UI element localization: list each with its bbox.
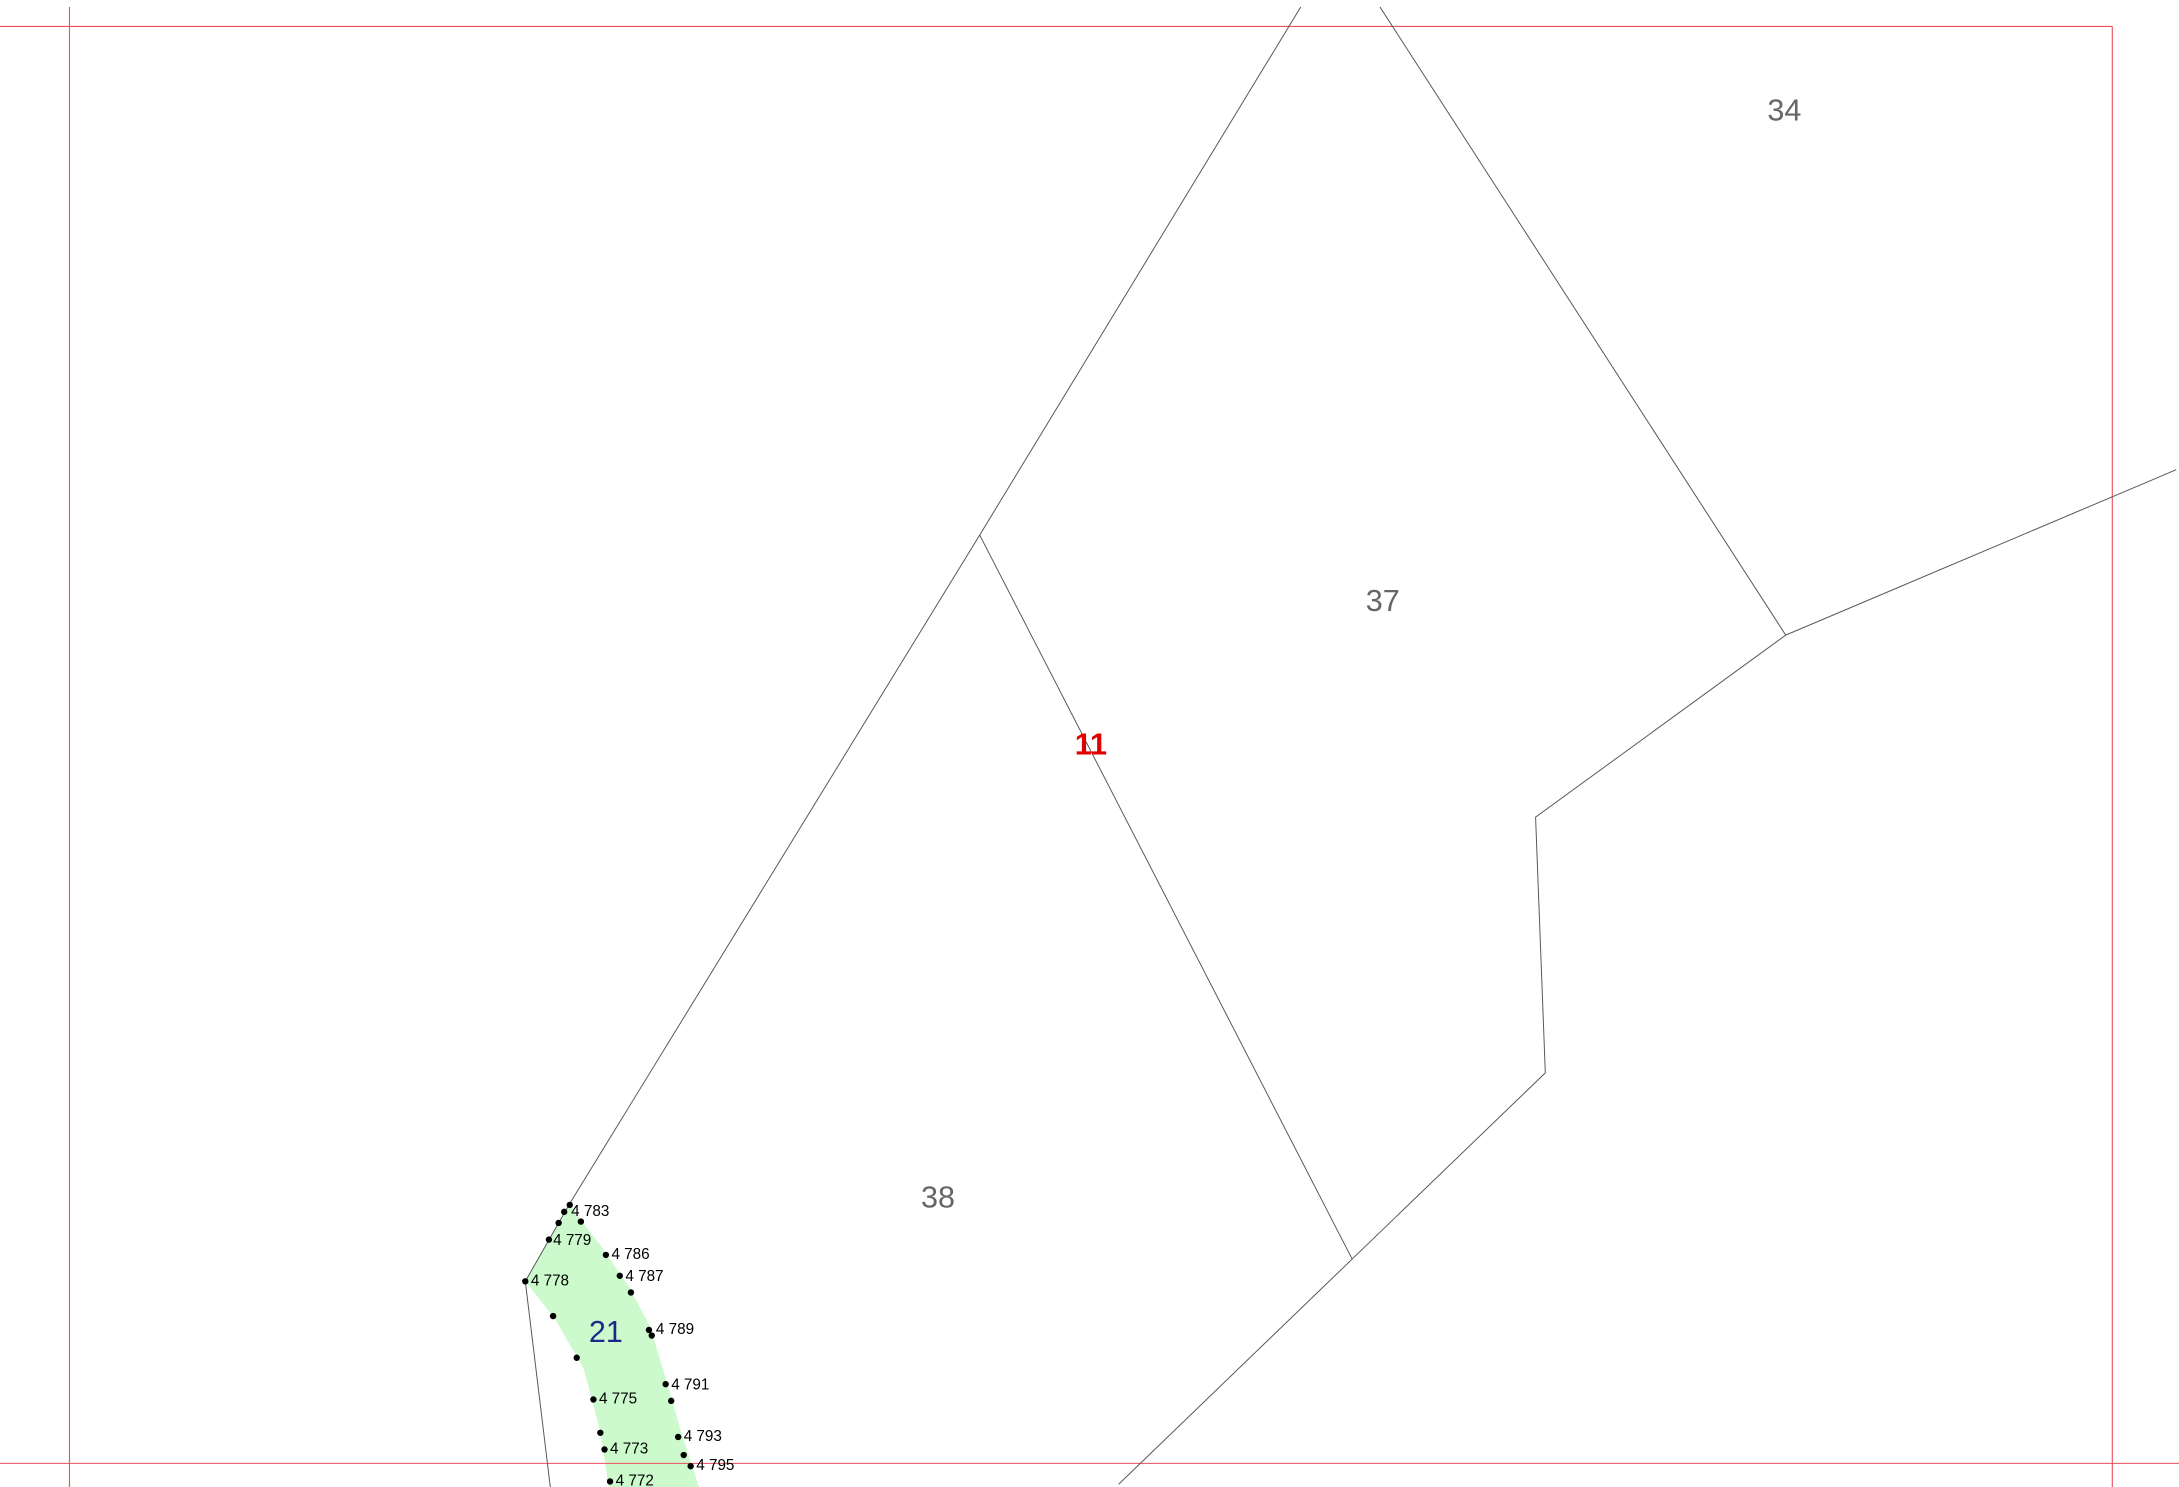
- parcel-label: 38: [921, 1180, 955, 1214]
- point-label: 4 779: [553, 1232, 591, 1249]
- point-label: 4 783: [571, 1203, 609, 1220]
- parcel-label: 34: [1767, 94, 1801, 128]
- survey-points: [522, 1201, 694, 1485]
- parcel-label: 21: [589, 1315, 623, 1349]
- point-label: 4 786: [611, 1246, 649, 1263]
- parcel-label: 11: [1075, 727, 1107, 761]
- boundaries: [524, 6, 2177, 1487]
- frame: [0, 6, 2179, 1487]
- point-label: 4 787: [625, 1268, 663, 1285]
- point-label: 4 793: [684, 1428, 722, 1445]
- parcel-label: 37: [1366, 584, 1400, 618]
- point-label: 4 791: [671, 1377, 709, 1394]
- highlighted-parcel: [525, 1203, 700, 1487]
- point-label: 4 795: [696, 1457, 734, 1474]
- point-label: 4 773: [610, 1441, 648, 1458]
- point-label: 4 778: [531, 1272, 569, 1289]
- point-label: 4 789: [656, 1321, 694, 1338]
- point-label: 4 775: [599, 1390, 637, 1407]
- point-label: 4 772: [616, 1472, 654, 1487]
